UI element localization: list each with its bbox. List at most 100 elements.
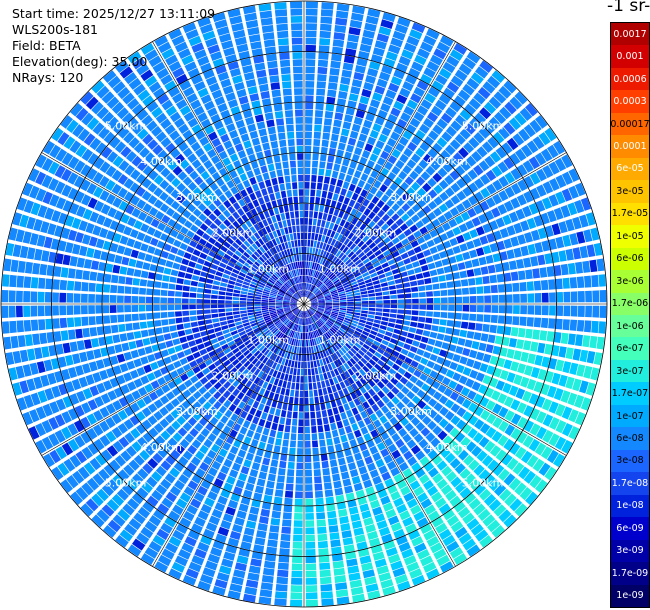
ray-gate (361, 150, 371, 159)
ray-gate (391, 237, 400, 245)
ray-gate (591, 274, 599, 288)
ray-gate (592, 305, 600, 318)
ray-gate (187, 480, 199, 491)
ray-gate (304, 340, 306, 347)
ray-gate (253, 368, 261, 376)
ray-gate (293, 73, 303, 81)
ray-gate (462, 512, 475, 525)
ray-gate (148, 81, 162, 93)
ray-gate (147, 245, 156, 254)
ray-gate (294, 293, 300, 299)
ray-gate (397, 367, 406, 376)
ray-gate (263, 105, 273, 114)
ray-gate (369, 499, 381, 509)
ray-gate (118, 323, 126, 333)
ray-gate (269, 296, 276, 300)
ray-gate (293, 308, 299, 314)
ray-gate (263, 339, 270, 347)
ray-gate (372, 475, 382, 485)
ray-gate (327, 82, 338, 90)
ray-gate (442, 240, 452, 249)
ray-gate (245, 220, 253, 228)
ray-gate (250, 558, 262, 567)
ray-gate (345, 551, 357, 560)
ray-gate (438, 528, 452, 541)
ray-gate (512, 316, 520, 326)
ray-gate (177, 427, 188, 437)
ray-gate (411, 135, 422, 146)
ray-gate (211, 89, 223, 100)
ray-gate (271, 400, 278, 408)
ray-gate (239, 307, 247, 311)
ray-gate (255, 425, 264, 434)
ray-gate (300, 318, 303, 325)
ray-gate (271, 89, 281, 98)
ray-gate (349, 160, 358, 169)
ray-gate (309, 294, 315, 300)
ray-gate (493, 91, 507, 104)
ray-gate (331, 345, 338, 352)
ray-gate (297, 368, 301, 376)
ray-gate (391, 213, 400, 222)
ray-gate (425, 284, 433, 291)
ray-gate (292, 182, 298, 190)
ray-gate (316, 381, 322, 389)
ray-gate (273, 155, 281, 163)
ray-gate (269, 352, 275, 360)
ray-gate (347, 376, 355, 385)
ray-gate (290, 167, 297, 175)
ray-gate (189, 316, 197, 322)
ray-gate (337, 288, 345, 293)
ray-gate (344, 370, 351, 379)
ray-gate (403, 287, 411, 293)
ray-gate (160, 430, 171, 441)
ray-gate (227, 340, 235, 347)
ray-gate (258, 333, 265, 340)
ray-gate (367, 423, 376, 432)
ray-gate (272, 96, 282, 105)
ray-gate (270, 345, 277, 352)
ray-gate (161, 548, 175, 560)
ray-gate (396, 197, 405, 207)
ray-gate (48, 251, 57, 263)
ray-gate (229, 68, 241, 78)
ray-gate (314, 271, 319, 278)
ray-gate (553, 207, 564, 220)
ray-gate (284, 242, 289, 249)
ray-gate (197, 510, 209, 521)
ray-gate (481, 455, 494, 467)
ray-gate (169, 276, 177, 283)
ray-gate (502, 214, 512, 226)
ray-gate (317, 425, 324, 433)
ray-gate (269, 295, 277, 298)
ray-gate (269, 310, 277, 313)
ray-gate (151, 471, 163, 483)
ray-gate (319, 227, 324, 235)
ray-gate (340, 236, 347, 244)
ray-gate (280, 228, 285, 236)
ray-gate (478, 469, 491, 481)
ray-gate (256, 530, 267, 539)
ray-gate (290, 16, 303, 23)
ray-gate (482, 353, 492, 363)
ray-gate (35, 188, 47, 202)
ray-gate (194, 516, 206, 527)
ray-gate (442, 61, 456, 74)
ray-gate (168, 61, 182, 72)
ray-gate (541, 305, 549, 316)
ray-gate (433, 196, 443, 206)
ray-gate (88, 294, 95, 303)
ray-gate (438, 418, 449, 429)
ray-gate (400, 112, 411, 123)
ray-gate (229, 276, 237, 282)
ray-gate (323, 291, 330, 296)
ray-gate (284, 110, 293, 118)
ray-gate (194, 218, 203, 227)
ray-gate (298, 182, 304, 189)
ray-gate (364, 261, 372, 268)
ray-gate (229, 170, 238, 179)
ray-gate (262, 219, 269, 227)
ray-gate (308, 309, 313, 316)
ray-gate (139, 287, 147, 295)
ray-gate (68, 329, 76, 340)
